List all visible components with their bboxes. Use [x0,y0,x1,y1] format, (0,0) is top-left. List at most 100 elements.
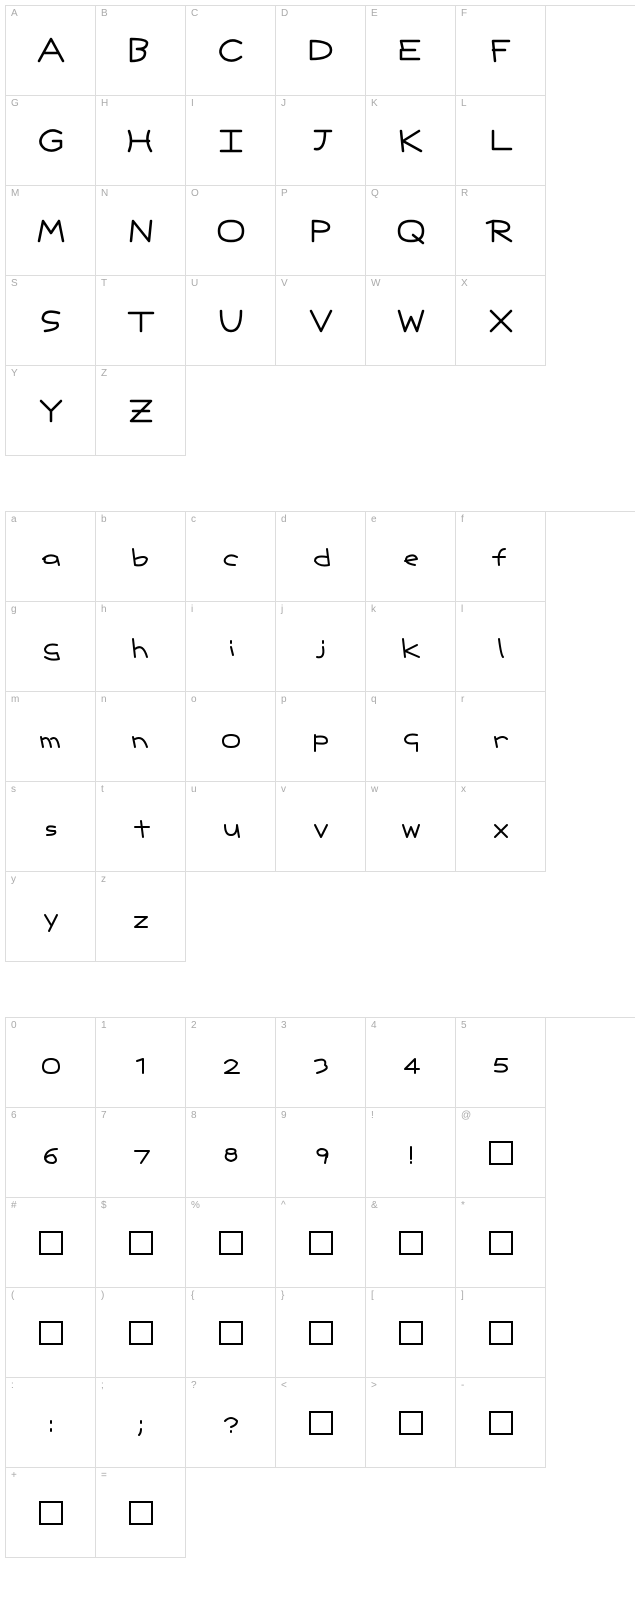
glyph-display [31,33,71,69]
glyph-display [121,1135,161,1171]
glyph-cell: 7 [96,1108,186,1198]
glyph-cell: U [186,276,276,366]
glyph-label: D [281,9,288,19]
glyph-label: o [191,695,197,705]
glyph-display [399,1231,423,1255]
glyph-display [219,1231,243,1255]
glyph-label: } [281,1291,284,1301]
glyph-label: @ [461,1111,471,1121]
glyph-cell: 5 [456,1018,546,1108]
glyph-display [391,303,431,339]
glyph-display [481,539,521,575]
glyph-display [391,719,431,755]
glyph-label: S [11,279,18,289]
glyph-label: y [11,875,16,885]
glyph-label: 0 [11,1021,17,1031]
glyph-cell: h [96,602,186,692]
glyph-label: F [461,9,467,19]
glyph-display [211,809,251,845]
glyph-label: # [11,1201,17,1211]
glyph-label: i [191,605,193,615]
glyph-label: ; [101,1381,104,1391]
glyph-cell: V [276,276,366,366]
glyph-display [39,1501,63,1525]
glyph-cell: & [366,1198,456,1288]
glyph-label: V [281,279,288,289]
glyph-label: 5 [461,1021,467,1031]
glyph-display [39,1231,63,1255]
glyph-label: H [101,99,108,109]
missing-glyph-icon [219,1321,243,1345]
glyph-cell: 6 [6,1108,96,1198]
glyph-display [121,123,161,159]
glyph-display [31,629,71,665]
glyph-display [31,393,71,429]
glyph-label: 7 [101,1111,107,1121]
glyph-cell: % [186,1198,276,1288]
glyph-cell: 9 [276,1108,366,1198]
glyph-label: C [191,9,198,19]
glyph-display [309,1321,333,1345]
glyph-cell: y [6,872,96,962]
glyph-label: = [101,1471,107,1481]
glyph-label: d [281,515,287,525]
glyph-cell: I [186,96,276,186]
glyph-cell: Z [96,366,186,456]
glyph-display [121,1405,161,1441]
glyph-label: t [101,785,104,795]
glyph-display [301,303,341,339]
glyph-label: [ [371,1291,374,1301]
glyph-display [39,1321,63,1345]
glyph-cell: Q [366,186,456,276]
glyph-display [489,1141,513,1165]
glyph-label: $ [101,1201,107,1211]
missing-glyph-icon [309,1231,333,1255]
glyph-label: % [191,1201,200,1211]
glyph-display [391,1045,431,1081]
glyph-display [31,1045,71,1081]
glyph-cell: K [366,96,456,186]
glyph-display [301,1045,341,1081]
glyph-display [31,303,71,339]
glyph-label: a [11,515,17,525]
glyph-cell: = [96,1468,186,1558]
glyph-display [121,303,161,339]
glyph-label: k [371,605,376,615]
glyph-display [31,899,71,935]
missing-glyph-icon [489,1231,513,1255]
glyph-display [481,33,521,69]
glyph-display [121,1045,161,1081]
glyph-cell: > [366,1378,456,1468]
glyph-label: K [371,99,378,109]
glyph-display [391,1135,431,1171]
glyph-label: Q [371,189,379,199]
glyph-cell: m [6,692,96,782]
glyph-display [211,213,251,249]
glyph-label: x [461,785,466,795]
glyph-display [129,1231,153,1255]
glyph-display [121,393,161,429]
glyph-cell: f [456,512,546,602]
glyph-display [121,629,161,665]
glyph-label: 3 [281,1021,287,1031]
glyph-label: q [371,695,377,705]
glyph-label: c [191,515,196,525]
glyph-label: : [11,1381,14,1391]
glyph-display [121,33,161,69]
glyph-label: L [461,99,467,109]
glyph-display [211,1135,251,1171]
glyph-label: Y [11,369,18,379]
glyph-label: M [11,189,19,199]
glyph-label: 8 [191,1111,197,1121]
glyph-display [121,899,161,935]
missing-glyph-icon [219,1231,243,1255]
glyph-cell: o [186,692,276,782]
glyph-cell: b [96,512,186,602]
glyph-cell: x [456,782,546,872]
glyph-label: A [11,9,18,19]
glyph-display [309,1411,333,1435]
glyph-cell: t [96,782,186,872]
glyph-label: R [461,189,468,199]
glyph-cell: a [6,512,96,602]
glyph-cell: s [6,782,96,872]
